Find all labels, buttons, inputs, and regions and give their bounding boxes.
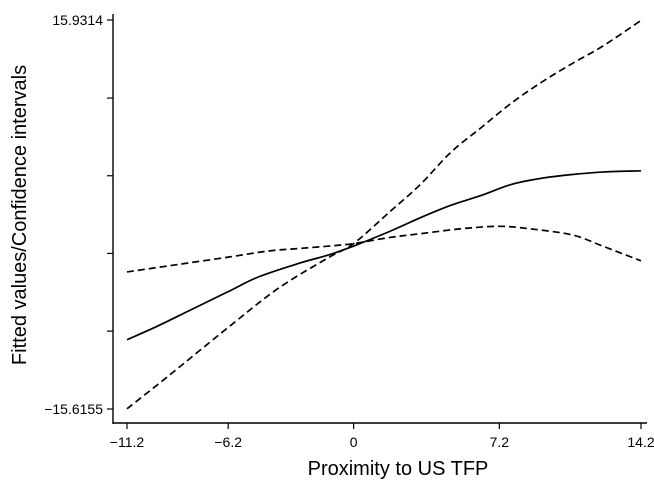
upper-confidence-interval-line xyxy=(126,19,642,410)
x-tick-label: −11.2 xyxy=(110,434,145,450)
y-axis-ticks: −15.6155 15.9314 xyxy=(44,12,113,417)
y-axis-title: Fitted values/Confidence intervals xyxy=(9,65,31,365)
lower-confidence-interval-line xyxy=(126,225,642,273)
x-axis-ticks: −11.2 −6.2 0 7.2 14.2 xyxy=(110,423,654,450)
x-tick-label: −6.2 xyxy=(214,434,242,450)
series-lines xyxy=(126,19,642,410)
x-axis-title: Proximity to US TFP xyxy=(308,458,489,480)
axes xyxy=(112,14,647,424)
fitted-values-line xyxy=(126,169,642,341)
x-tick-label: 14.2 xyxy=(627,434,654,450)
y-tick-label: 15.9314 xyxy=(52,12,103,28)
x-tick-label: 0 xyxy=(350,434,358,450)
x-tick-label: 7.2 xyxy=(490,434,510,450)
y-tick-label: −15.6155 xyxy=(44,401,103,417)
